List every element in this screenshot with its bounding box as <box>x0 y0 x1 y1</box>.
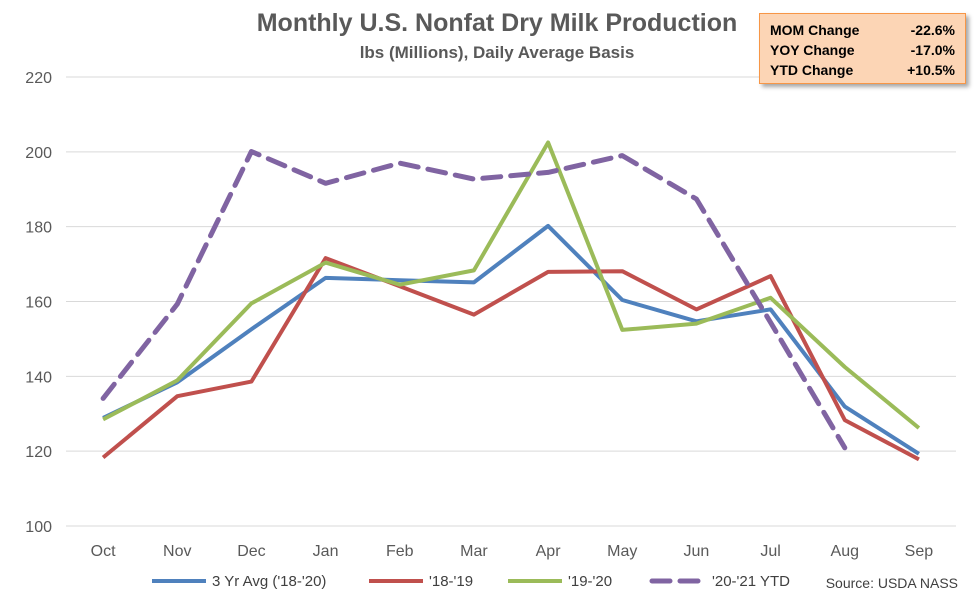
change-stats-box: MOM Change -22.6% YOY Change -17.0% YTD … <box>759 13 966 84</box>
x-tick-label: May <box>607 543 637 560</box>
y-tick-label: 100 <box>25 519 52 536</box>
series-line-3 <box>100 149 848 451</box>
x-tick-label: Aug <box>831 543 859 560</box>
x-tick-label: Jan <box>313 543 339 560</box>
stat-row-mom: MOM Change -22.6% <box>770 20 955 40</box>
x-tick-label: Apr <box>536 543 562 560</box>
legend-label-2: '19-'20 <box>568 573 612 590</box>
y-tick-label: 180 <box>25 220 52 237</box>
x-tick-label: Jun <box>684 543 710 560</box>
x-tick-label: Feb <box>386 543 414 560</box>
chart-subtitle: lbs (Millions), Daily Average Basis <box>360 43 635 62</box>
stat-row-ytd: YTD Change +10.5% <box>770 60 955 80</box>
series-line-1 <box>101 256 920 462</box>
stat-label: MOM Change <box>770 22 860 38</box>
stat-label: YOY Change <box>770 42 855 58</box>
series-lines <box>100 140 921 462</box>
gridlines <box>66 76 956 527</box>
series-line-2 <box>102 140 921 430</box>
y-tick-label: 200 <box>25 145 52 162</box>
x-tick-label: Jul <box>760 543 780 560</box>
x-tick-label: Sep <box>905 543 934 560</box>
y-axis-ticks: 100 120 140 160 180 200 220 <box>25 70 52 536</box>
stat-value: -22.6% <box>910 22 955 38</box>
x-tick-label: Nov <box>163 543 191 560</box>
legend-label-0: 3 Yr Avg ('18-'20) <box>212 573 326 590</box>
series-line-0 <box>102 223 920 456</box>
y-tick-label: 220 <box>25 70 52 87</box>
stat-label: YTD Change <box>770 62 854 78</box>
y-tick-label: 140 <box>25 369 52 386</box>
x-axis-ticks: Oct Nov Dec Jan Feb Mar Apr May Jun Jul Aug Sep <box>91 543 934 560</box>
legend-label-3: '20-'21 YTD <box>712 573 790 590</box>
x-tick-label: Oct <box>91 543 116 560</box>
legend-label-1: '18-'19 <box>429 573 473 590</box>
stat-value: -17.0% <box>910 42 955 58</box>
y-tick-label: 160 <box>25 295 52 312</box>
stat-value: +10.5% <box>907 62 955 78</box>
stat-row-yoy: YOY Change -17.0% <box>770 40 955 60</box>
x-tick-label: Mar <box>460 543 488 560</box>
source-note: Source: USDA NASS <box>826 575 958 591</box>
chart-title: Monthly U.S. Nonfat Dry Milk Production <box>257 9 738 37</box>
x-tick-label: Dec <box>237 543 265 560</box>
y-tick-label: 120 <box>25 444 52 461</box>
legend: 3 Yr Avg ('18-'20) '18-'19 '19-'20 '20-'21 … <box>152 573 790 590</box>
